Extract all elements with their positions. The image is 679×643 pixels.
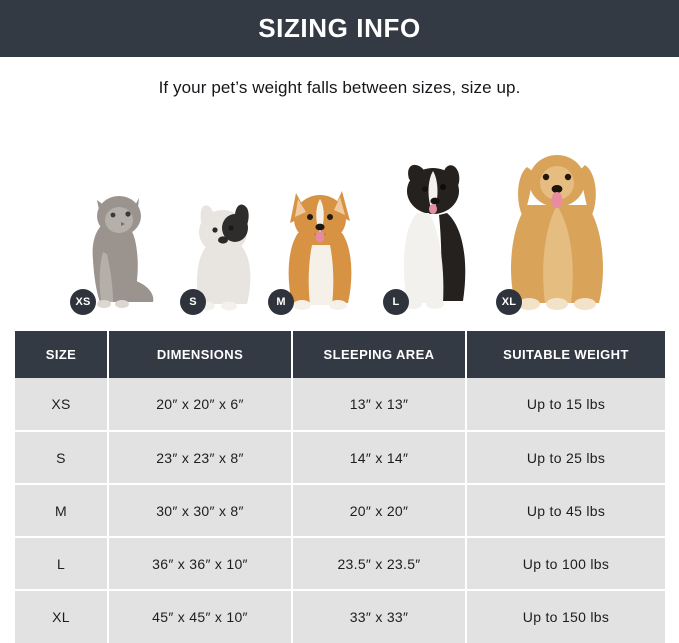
size-badge-xs: XS xyxy=(70,289,96,315)
sizing-table: SIZE DIMENSIONS SLEEPING AREA SUITABLE W… xyxy=(15,331,665,643)
cell-sleeping-area: 33″ x 33″ xyxy=(291,589,466,643)
dog-corgi-icon xyxy=(288,191,351,310)
cell-suitable-weight: Up to 45 lbs xyxy=(465,483,665,537)
cell-dimensions: 23″ x 23″ x 8″ xyxy=(107,430,292,484)
dog-golden-retriever-icon xyxy=(510,155,603,310)
sizing-info-header: SIZING INFO xyxy=(0,0,679,57)
cell-size: M xyxy=(15,483,108,537)
size-badge-m: M xyxy=(268,289,294,315)
animal-xl: XL xyxy=(486,145,631,320)
table-row: XS 20″ x 20″ x 6″ 13″ x 13″ Up to 15 lbs xyxy=(15,378,665,431)
cell-dimensions: 30″ x 30″ x 8″ xyxy=(107,483,292,537)
animal-size-illustrations: XS S xyxy=(0,119,679,320)
animal-xs: XS xyxy=(60,185,170,320)
cell-sleeping-area: 23.5″ x 23.5″ xyxy=(291,536,466,590)
table-header-row: SIZE DIMENSIONS SLEEPING AREA SUITABLE W… xyxy=(15,331,665,378)
cell-dimensions: 20″ x 20″ x 6″ xyxy=(107,378,292,431)
table-body: XS 20″ x 20″ x 6″ 13″ x 13″ Up to 15 lbs… xyxy=(15,378,665,643)
dog-border-collie-icon xyxy=(403,164,466,309)
dog-french-bulldog-icon xyxy=(197,204,251,311)
page-title: SIZING INFO xyxy=(258,13,421,43)
cell-dimensions: 36″ x 36″ x 10″ xyxy=(107,536,292,590)
cell-suitable-weight: Up to 15 lbs xyxy=(465,378,665,431)
cell-size: XL xyxy=(15,589,108,643)
column-header-dimensions: DIMENSIONS xyxy=(107,331,292,378)
cell-size: S xyxy=(15,430,108,484)
cell-sleeping-area: 14″ x 14″ xyxy=(291,430,466,484)
animal-m: M xyxy=(262,165,377,320)
size-badge-xl: XL xyxy=(496,289,522,315)
table-row: M 30″ x 30″ x 8″ 20″ x 20″ Up to 45 lbs xyxy=(15,483,665,537)
column-header-suitable-weight: SUITABLE WEIGHT xyxy=(465,331,665,378)
sizing-advice-text: If your pet’s weight falls between sizes… xyxy=(158,78,521,97)
size-badge-s: S xyxy=(180,289,206,315)
table-row: L 36″ x 36″ x 10″ 23.5″ x 23.5″ Up to 10… xyxy=(15,536,665,590)
size-badge-l: L xyxy=(383,289,409,315)
cat-sitting-icon xyxy=(92,196,154,308)
cell-dimensions: 45″ x 45″ x 10″ xyxy=(107,589,292,643)
cell-sleeping-area: 20″ x 20″ xyxy=(291,483,466,537)
table-row: S 23″ x 23″ x 8″ 14″ x 14″ Up to 25 lbs xyxy=(15,430,665,484)
column-header-sleeping-area: SLEEPING AREA xyxy=(291,331,466,378)
cell-suitable-weight: Up to 100 lbs xyxy=(465,536,665,590)
subtitle-container: If your pet’s weight falls between sizes… xyxy=(0,57,679,119)
animal-l: L xyxy=(375,155,495,320)
cell-sleeping-area: 13″ x 13″ xyxy=(291,378,466,431)
animal-s: S xyxy=(168,185,278,320)
column-header-size: SIZE xyxy=(15,331,108,378)
table-row: XL 45″ x 45″ x 10″ 33″ x 33″ Up to 150 l… xyxy=(15,589,665,643)
cell-suitable-weight: Up to 25 lbs xyxy=(465,430,665,484)
cell-size: XS xyxy=(15,378,108,431)
cell-suitable-weight: Up to 150 lbs xyxy=(465,589,665,643)
cell-size: L xyxy=(15,536,108,590)
